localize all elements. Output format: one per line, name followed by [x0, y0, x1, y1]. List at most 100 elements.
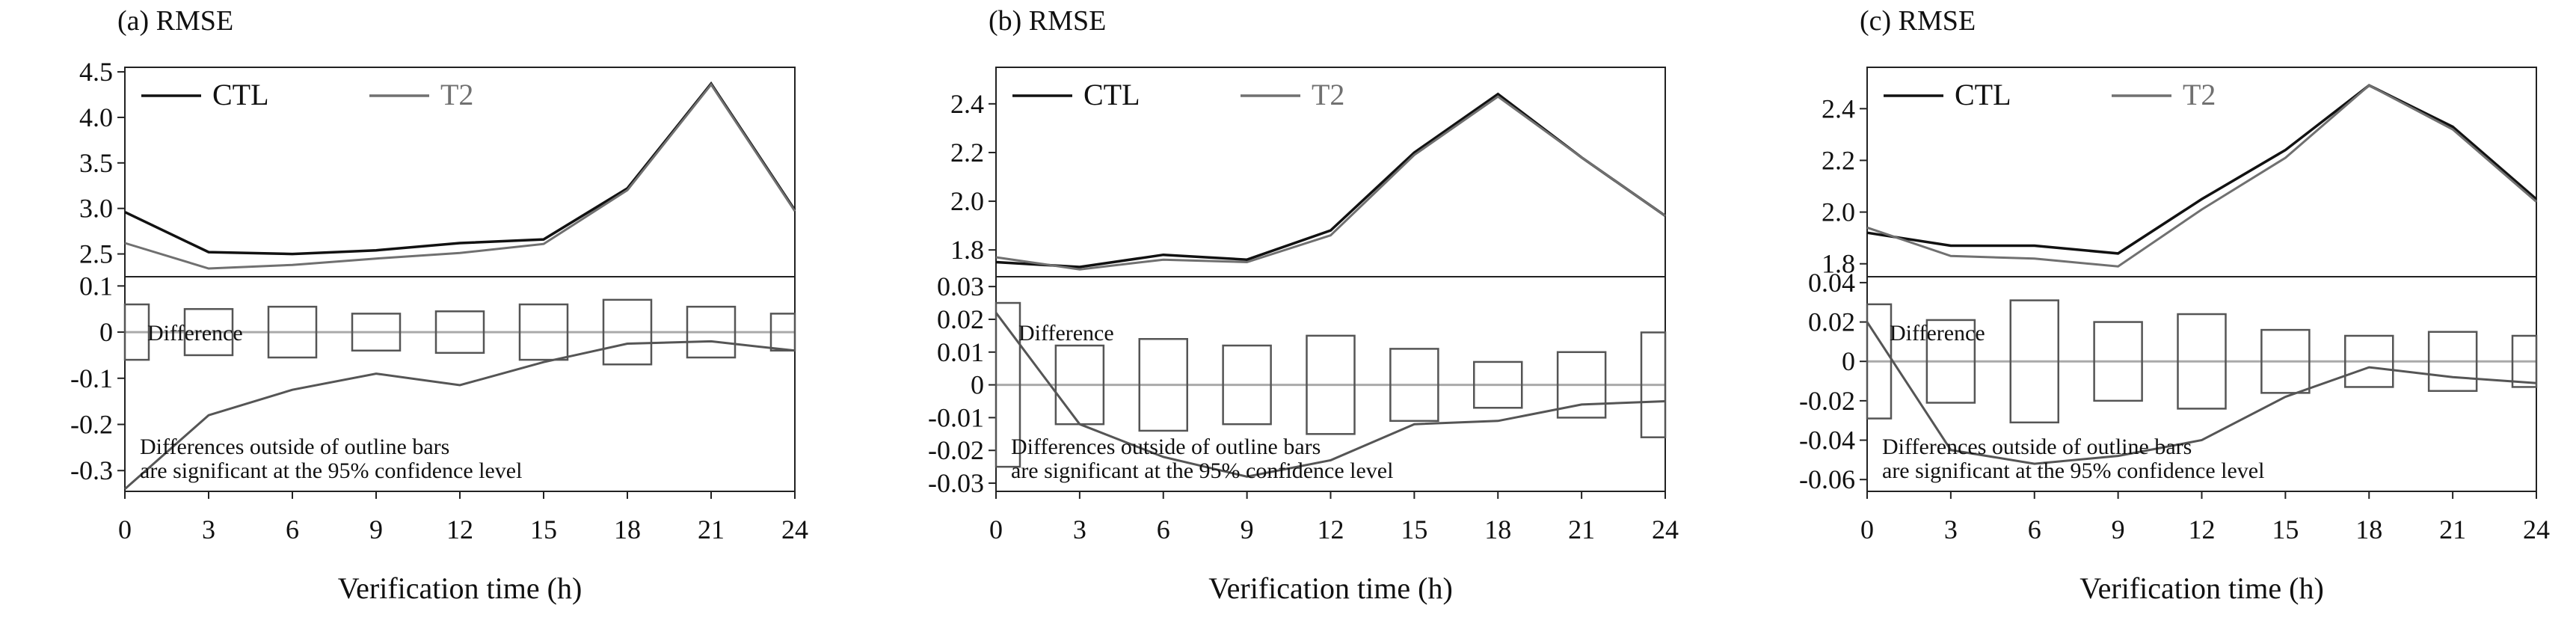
difference-y-tick-label: 0.01 — [937, 337, 984, 367]
difference-y-tick-label: -0.2 — [70, 410, 113, 440]
legend-label-t2: T2 — [2183, 78, 2216, 111]
confidence-bar — [1138, 338, 1188, 432]
x-axis-label: Verification time (h) — [2079, 571, 2324, 605]
confidence-bar — [769, 313, 796, 352]
x-tick-label: 15 — [2272, 515, 2299, 544]
x-tick-label: 18 — [614, 515, 641, 544]
confidence-bar — [1556, 351, 1607, 419]
x-tick-label: 21 — [698, 515, 725, 544]
difference-y-tick-label: -0.01 — [928, 402, 984, 432]
confidence-bar — [1473, 360, 1523, 409]
confidence-bar — [1389, 348, 1439, 423]
rmse-line-ctl — [1866, 84, 2538, 255]
x-tick-label: 0 — [989, 515, 1003, 544]
rmse-line-t2 — [124, 82, 796, 270]
difference-y-tick-label: -0.3 — [70, 455, 113, 485]
chart-title: (c) RMSE — [1860, 5, 1976, 37]
difference-y-tick-label: 0.04 — [1808, 268, 1855, 298]
difference-line — [124, 340, 796, 491]
rmse-y-tick-label: 2.4 — [950, 89, 984, 119]
rmse-y-tick-label: 2.4 — [1822, 93, 1855, 123]
confidence-bar — [518, 303, 569, 361]
x-tick-label: 6 — [1157, 515, 1170, 544]
confidence-bar — [434, 310, 485, 354]
rmse-y-tick-label: 1.8 — [1822, 249, 1855, 279]
legend-label-ctl: CTL — [1955, 78, 2011, 111]
x-tick-label: 18 — [1484, 515, 1511, 544]
significance-note-line-1: Differences outside of outline bars — [1882, 435, 2192, 459]
rmse-line-t2 — [995, 95, 1666, 271]
x-tick-label: 3 — [202, 515, 215, 544]
rmse-y-tick-label: 2.2 — [950, 138, 984, 168]
confidence-bar — [351, 313, 402, 352]
x-axis-label: Verification time (h) — [338, 571, 582, 605]
confidence-bar — [1925, 319, 1976, 404]
x-tick-label: 12 — [2189, 515, 2216, 544]
x-tick-label: 18 — [2355, 515, 2382, 544]
difference-y-tick-label: 0.02 — [1808, 307, 1855, 337]
x-tick-label: 15 — [530, 515, 557, 544]
rmse-y-tick-label: 3.0 — [79, 194, 113, 224]
confidence-bar — [2093, 321, 2143, 402]
x-tick-label: 0 — [1860, 515, 1874, 544]
rmse-y-tick-label: 3.5 — [79, 148, 113, 178]
difference-y-tick-label: -0.04 — [1799, 426, 1855, 455]
difference-y-tick-label: -0.02 — [928, 435, 984, 465]
x-tick-label: 21 — [1568, 515, 1595, 544]
confidence-bar — [2344, 334, 2394, 388]
confidence-bar — [123, 303, 150, 361]
difference-label: Difference — [147, 321, 243, 346]
chart-panel-2: (b) RMSE1.82.02.22.40.030.020.010-0.01-0… — [928, 5, 1679, 605]
chart-panel-3: (c) RMSE 1.8 2.0 2.2 2.4 0.04 0.02 0 -0.02 -0.04 -… — [1799, 5, 2550, 605]
difference-y-tick-label: -0.1 — [70, 363, 113, 393]
legend-label-ctl: CTL — [1083, 78, 1140, 111]
rmse-y-tick-label: 4.5 — [79, 57, 113, 87]
significance-note-line-1: Differences outside of outline bars — [1011, 435, 1321, 459]
x-tick-label: 6 — [286, 515, 299, 544]
legend-label-ctl: CTL — [212, 78, 269, 111]
x-tick-label: 24 — [1652, 515, 1679, 544]
rmse-y-tick-label: 4.0 — [79, 102, 113, 132]
x-tick-label: 21 — [2439, 515, 2466, 544]
difference-y-tick-label: -0.02 — [1799, 386, 1855, 416]
legend-label-t2: T2 — [440, 78, 473, 111]
rmse-line-t2 — [1866, 84, 2537, 268]
confidence-bar — [995, 301, 1021, 468]
difference-y-tick-label: -0.06 — [1799, 464, 1855, 494]
rmse-y-tick-label: 1.8 — [950, 235, 984, 265]
confidence-bar — [267, 305, 318, 359]
significance-note-line-2: are significant at the 95% confidence le… — [1882, 458, 2264, 483]
confidence-bar — [2260, 328, 2311, 394]
rmse-y-tick-label: 2.2 — [1822, 145, 1855, 175]
confidence-bar — [2427, 331, 2478, 392]
difference-y-tick-label: 0 — [99, 317, 113, 347]
difference-y-tick-label: 0 — [1842, 346, 1855, 376]
difference-y-tick-label: -0.03 — [928, 468, 984, 498]
confidence-bar — [1640, 331, 1667, 438]
x-tick-label: 12 — [1318, 515, 1344, 544]
chart-title: (a) RMSE — [117, 5, 233, 37]
x-tick-label: 24 — [781, 515, 808, 544]
confidence-bar — [2511, 334, 2538, 388]
x-tick-label: 3 — [1073, 515, 1086, 544]
x-tick-label: 15 — [1401, 515, 1427, 544]
difference-line — [995, 312, 1666, 478]
rmse-y-tick-label: 2.0 — [1822, 197, 1855, 227]
confidence-bar — [1866, 303, 1893, 420]
x-tick-label: 6 — [2028, 515, 2041, 544]
significance-note-line-2: are significant at the 95% confidence le… — [140, 458, 522, 483]
confidence-bar — [686, 305, 737, 359]
x-tick-label: 0 — [118, 515, 132, 544]
significance-note-line-1: Differences outside of outline bars — [140, 435, 449, 459]
confidence-bar — [183, 307, 234, 357]
difference-y-tick-label: 0.1 — [79, 271, 113, 301]
chart-panel-1: (a) RMSE 2.5 3.0 3.5 4.0 4.5 0.1 0 -0.1 -0.2 -0.3 0… — [70, 5, 808, 605]
confidence-bar — [1306, 334, 1356, 435]
x-tick-label: 12 — [446, 515, 473, 544]
difference-label: Difference — [1890, 321, 1985, 346]
difference-y-tick-label: 0.03 — [937, 271, 984, 301]
difference-label: Difference — [1018, 321, 1114, 346]
difference-y-tick-label: 0 — [971, 370, 984, 400]
